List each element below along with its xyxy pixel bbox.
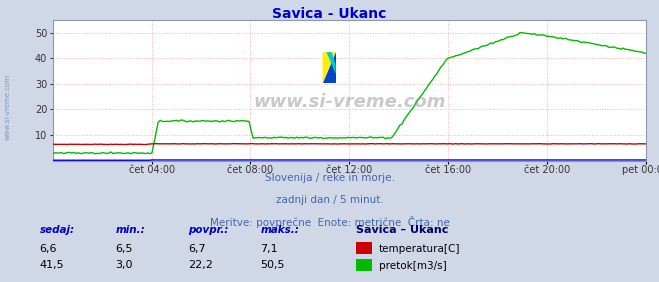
- Text: Slovenija / reke in morje.: Slovenija / reke in morje.: [264, 173, 395, 183]
- Polygon shape: [322, 52, 335, 83]
- Text: povpr.:: povpr.:: [188, 225, 228, 235]
- Text: 7,1: 7,1: [260, 244, 278, 254]
- Text: 6,5: 6,5: [115, 244, 133, 254]
- Text: 41,5: 41,5: [40, 261, 64, 270]
- Text: 6,7: 6,7: [188, 244, 206, 254]
- Polygon shape: [326, 52, 335, 74]
- Text: zadnji dan / 5 minut.: zadnji dan / 5 minut.: [275, 195, 384, 204]
- Polygon shape: [322, 52, 335, 83]
- Text: 6,6: 6,6: [40, 244, 57, 254]
- Text: www.si-vreme.com: www.si-vreme.com: [253, 92, 445, 111]
- Text: pretok[m3/s]: pretok[m3/s]: [379, 261, 447, 271]
- Text: min.:: min.:: [115, 225, 145, 235]
- Text: Savica - Ukanc: Savica - Ukanc: [272, 7, 387, 21]
- Text: 22,2: 22,2: [188, 261, 213, 270]
- Text: temperatura[C]: temperatura[C]: [379, 244, 461, 254]
- Text: Savica – Ukanc: Savica – Ukanc: [356, 225, 448, 235]
- Text: maks.:: maks.:: [260, 225, 299, 235]
- Text: sedaj:: sedaj:: [40, 225, 74, 235]
- Text: 3,0: 3,0: [115, 261, 133, 270]
- Text: 50,5: 50,5: [260, 261, 285, 270]
- Text: Meritve: povprečne  Enote: metrične  Črta: ne: Meritve: povprečne Enote: metrične Črta:…: [210, 216, 449, 228]
- Text: www.si-vreme.com: www.si-vreme.com: [5, 74, 11, 140]
